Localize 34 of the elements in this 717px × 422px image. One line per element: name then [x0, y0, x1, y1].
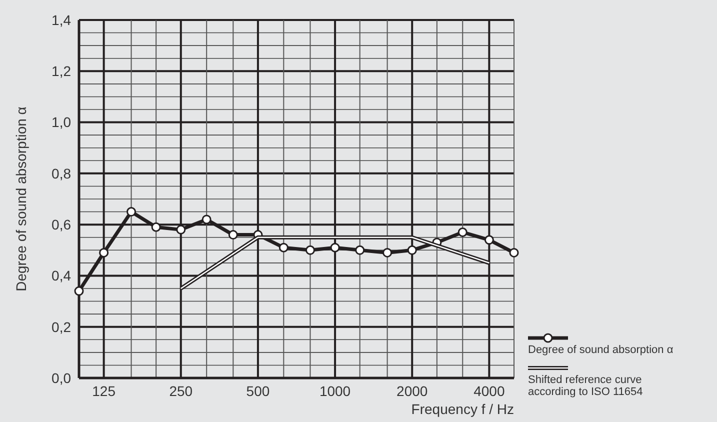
point [74, 286, 84, 296]
y-tick-label: 0,8 [52, 165, 72, 182]
x-tick-label: 2000 [396, 383, 428, 399]
point [278, 242, 288, 252]
point [330, 242, 340, 252]
x-tick-label: 250 [169, 383, 193, 399]
point [228, 230, 238, 240]
point [99, 248, 109, 258]
point [509, 248, 519, 258]
legend-label: Degree of sound absorption α [528, 344, 674, 356]
point [202, 214, 212, 224]
point [126, 207, 136, 217]
y-tick-label: 1,4 [52, 12, 72, 28]
point [176, 224, 186, 234]
point [382, 248, 392, 258]
point [484, 235, 494, 245]
point [151, 222, 161, 232]
point [355, 245, 365, 255]
x-tick-label: 125 [92, 383, 116, 399]
y-tick-label: 0,0 [52, 370, 72, 386]
point [407, 245, 417, 255]
y-tick-label: 1,0 [52, 114, 72, 130]
x-tick-label: 500 [246, 383, 270, 399]
y-axis-title: Degree of sound absorption α [13, 106, 29, 292]
x-tick-label: 1000 [319, 383, 351, 399]
x-axis-title: Frequency f / Hz [411, 401, 514, 417]
y-tick-label: 0,2 [52, 318, 72, 335]
y-tick-label: 0,6 [52, 216, 72, 232]
x-tick-label: 4000 [474, 383, 505, 399]
point [458, 227, 468, 237]
y-tick-label: 0,4 [52, 268, 72, 284]
y-tick-label: 1,2 [52, 63, 72, 80]
point [305, 245, 315, 255]
legend-label: Shifted reference curve according to ISO 11654 [528, 374, 643, 398]
